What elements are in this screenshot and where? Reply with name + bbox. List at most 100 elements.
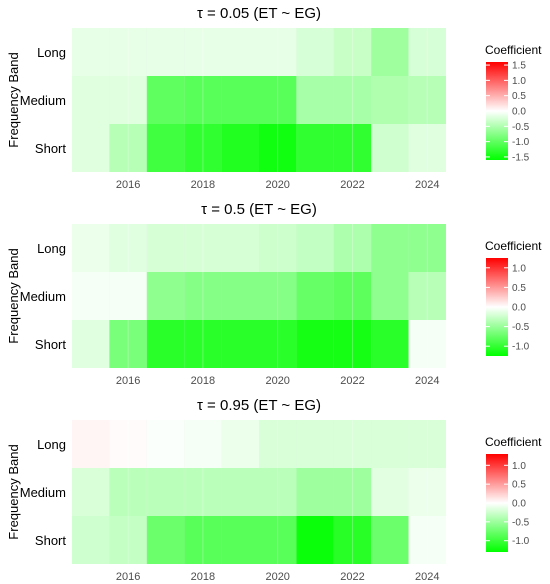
cell-medium-2016 — [109, 76, 147, 124]
cell-medium-2018 — [184, 468, 222, 516]
legend-tick-label: -1.5 — [512, 152, 530, 163]
y-tick-short: Short — [35, 533, 66, 548]
cell-medium-2023 — [371, 272, 409, 320]
cell-short-2022 — [333, 516, 372, 564]
cell-short-2023 — [371, 320, 409, 368]
cell-short-2018 — [184, 124, 222, 172]
legend-tick-label: -0.5 — [512, 322, 530, 333]
cell-medium-2024 — [408, 76, 446, 124]
legend-tick-label: -1.0 — [512, 536, 530, 547]
cell-short-2019 — [221, 516, 259, 564]
cell-medium-2016 — [109, 468, 147, 516]
cell-long-2020 — [259, 420, 297, 468]
cell-short-2017 — [146, 320, 185, 368]
cell-medium-2020 — [259, 468, 297, 516]
cell-medium-2019 — [221, 76, 259, 124]
x-tick-2022: 2022 — [340, 179, 364, 191]
legend-colorbar — [486, 62, 508, 160]
cell-medium-2023 — [371, 76, 409, 124]
cell-long-2019 — [221, 420, 259, 468]
cell-medium-2021 — [296, 468, 334, 516]
cell-long-2023 — [371, 28, 409, 76]
cell-short-2016 — [109, 124, 147, 172]
legend-tick-label: 1.0 — [512, 76, 526, 87]
cell-medium-2024 — [408, 468, 446, 516]
cell-medium-2019 — [221, 468, 259, 516]
cell-long-2015 — [72, 28, 110, 76]
cell-short-2016 — [109, 516, 147, 564]
panel-title: τ = 0.5 (ET ~ EG) — [201, 201, 317, 218]
cell-medium-2015 — [72, 272, 110, 320]
cell-short-2015 — [72, 320, 110, 368]
cell-short-2018 — [184, 320, 222, 368]
legend-tick-label: -0.5 — [512, 122, 530, 133]
cell-long-2016 — [109, 420, 147, 468]
panel-title: τ = 0.05 (ET ~ EG) — [197, 5, 321, 22]
legend-tick-label: 1.0 — [512, 263, 526, 274]
cell-short-2024 — [408, 516, 446, 564]
y-tick-short: Short — [35, 337, 66, 352]
cell-long-2015 — [72, 224, 110, 272]
cell-long-2018 — [184, 28, 222, 76]
cell-short-2016 — [109, 320, 147, 368]
cell-long-2017 — [146, 28, 185, 76]
x-tick-2022: 2022 — [340, 571, 364, 583]
x-tick-2024: 2024 — [415, 179, 439, 191]
cell-short-2021 — [296, 124, 334, 172]
cell-short-2015 — [72, 124, 110, 172]
legend-tick-label: 1.5 — [512, 61, 526, 72]
y-tick-short: Short — [35, 141, 66, 156]
legend-title: Coefficient — [485, 435, 542, 449]
cell-short-2019 — [221, 124, 259, 172]
panel-1: τ = 0.05 (ET ~ EG) Long Medium Short 2016 201… — [6, 5, 542, 191]
x-tick-2018: 2018 — [191, 571, 215, 583]
cell-medium-2017 — [146, 468, 185, 516]
y-tick-long: Long — [37, 45, 66, 60]
legend-tick-label: 0.0 — [512, 107, 526, 118]
cell-short-2023 — [371, 516, 409, 564]
panel-title: τ = 0.95 (ET ~ EG) — [197, 397, 321, 414]
cell-long-2023 — [371, 420, 409, 468]
cell-medium-2021 — [296, 76, 334, 124]
legend-tick-label: 1.0 — [512, 461, 526, 472]
cell-short-2017 — [146, 516, 185, 564]
legend-colorbar — [486, 258, 508, 356]
cell-medium-2024 — [408, 272, 446, 320]
y-axis-label: Frequency Band — [6, 248, 21, 343]
cell-short-2019 — [221, 320, 259, 368]
cell-medium-2016 — [109, 272, 147, 320]
x-tick-2022: 2022 — [340, 375, 364, 387]
cell-short-2020 — [259, 320, 297, 368]
cell-long-2018 — [184, 420, 222, 468]
cell-medium-2017 — [146, 76, 185, 124]
cell-long-2022 — [333, 420, 372, 468]
legend-tick-label: -0.5 — [512, 517, 530, 528]
x-tick-2016: 2016 — [116, 179, 140, 191]
x-tick-2016: 2016 — [116, 571, 140, 583]
cell-short-2023 — [371, 124, 409, 172]
legend-tick-label: 0.0 — [512, 303, 526, 314]
y-tick-medium: Medium — [20, 485, 66, 500]
cell-long-2024 — [408, 224, 446, 272]
cell-long-2022 — [333, 28, 372, 76]
cell-medium-2018 — [184, 76, 222, 124]
cell-long-2024 — [408, 420, 446, 468]
legend-tick-label: -1.0 — [512, 137, 530, 148]
cell-long-2022 — [333, 224, 372, 272]
legend-tick-label: 0.5 — [512, 283, 526, 294]
cell-long-2016 — [109, 224, 147, 272]
panel-2: τ = 0.5 (ET ~ EG) Long Medium Short 2016 2018… — [6, 201, 542, 387]
x-tick-2024: 2024 — [415, 375, 439, 387]
cell-short-2015 — [72, 516, 110, 564]
cell-long-2021 — [296, 420, 334, 468]
cell-medium-2022 — [333, 272, 372, 320]
x-tick-2020: 2020 — [265, 375, 289, 387]
cell-short-2021 — [296, 516, 334, 564]
cell-long-2019 — [221, 224, 259, 272]
legend-tick-label: -1.0 — [512, 342, 530, 353]
x-tick-2020: 2020 — [265, 571, 289, 583]
cell-medium-2020 — [259, 272, 297, 320]
cell-medium-2018 — [184, 272, 222, 320]
cell-long-2020 — [259, 224, 297, 272]
y-tick-long: Long — [37, 241, 66, 256]
